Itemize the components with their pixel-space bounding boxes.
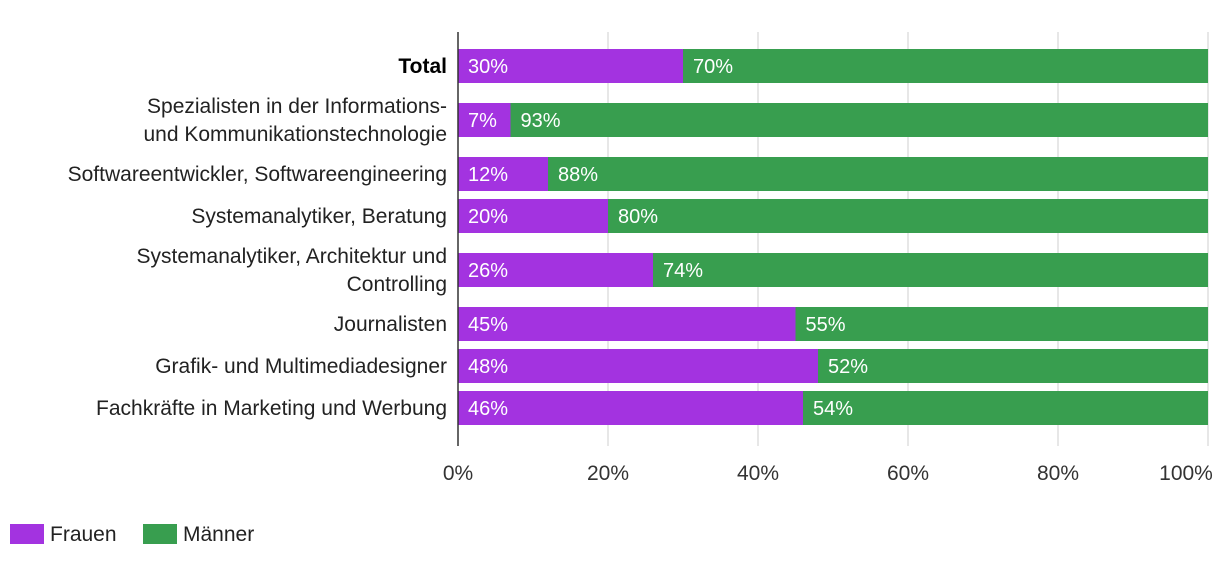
x-tick-label: 40% [737,462,779,485]
x-tick-label: 80% [1037,462,1079,485]
data-label: 45% [468,314,508,336]
data-label: 12% [468,164,508,186]
category-label: Total [398,55,447,78]
bar-segment [818,349,1208,383]
category-label: Journalisten [334,313,447,336]
bar-segment [458,307,796,341]
data-label: 26% [468,260,508,282]
category-label: Systemanalytiker, Architektur und Control… [137,245,447,296]
x-tick-label: 0% [443,462,473,485]
x-tick-label: 100% [1159,462,1213,485]
legend-label: Männer [183,523,254,546]
data-label: 93% [521,110,561,132]
x-tick-label: 20% [587,462,629,485]
legend-swatch [143,524,177,544]
bar-segment [683,49,1208,83]
legend-swatch [10,524,44,544]
data-label: 30% [468,56,508,78]
x-tick-label: 60% [887,462,929,485]
bar-segment [653,253,1208,287]
category-label: Fachkräfte in Marketing und Werbung [96,397,447,420]
bar-segment [458,391,803,425]
data-label: 80% [618,206,658,228]
category-label: Systemanalytiker, Beratung [191,205,447,228]
data-label: 55% [806,314,846,336]
data-label: 20% [468,206,508,228]
bar-segment [608,199,1208,233]
category-label: Softwareentwickler, Softwareengineering [68,163,447,186]
bar-segment [458,349,818,383]
data-label: 7% [468,110,497,132]
bar-segment [458,157,548,191]
bar-segment [458,199,608,233]
data-label: 54% [813,398,853,420]
data-label: 52% [828,356,868,378]
bar-segment [458,253,653,287]
data-label: 88% [558,164,598,186]
bar-segment [795,307,1208,341]
data-label: 74% [663,260,703,282]
data-label: 48% [468,356,508,378]
legend-label: Frauen [50,523,117,546]
bar-segment [548,157,1208,191]
data-label: 70% [693,56,733,78]
data-label: 46% [468,398,508,420]
bar-segment [510,103,1208,137]
category-label: Spezialisten in der Informations-und Kom… [143,95,447,146]
bar-segment [458,103,511,137]
bar-segment [803,391,1208,425]
category-label: Grafik- und Multimediadesigner [155,355,447,378]
bar-segment [458,49,683,83]
